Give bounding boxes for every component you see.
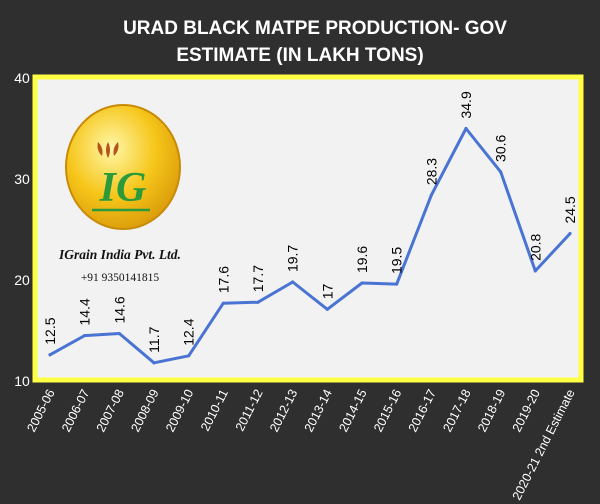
data-label: 11.7 [146, 326, 162, 352]
data-point [187, 354, 191, 358]
x-tick-label: 2013-14 [302, 387, 335, 434]
data-label: 20.8 [527, 233, 543, 260]
data-point [152, 361, 156, 365]
x-tick-label: 2010-11 [198, 387, 231, 433]
y-tick-label: 30 [14, 171, 30, 187]
chart-title-line-1: URAD BLACK MATPE PRODUCTION- GOV [123, 18, 507, 39]
data-point [83, 333, 87, 338]
data-point [429, 193, 433, 197]
data-label: 12.4 [181, 318, 197, 345]
data-point [395, 282, 399, 286]
x-tick-label: 2020-21 2nd Estimate [510, 387, 578, 502]
data-point [48, 353, 52, 357]
x-tick-label: 2014-15 [336, 387, 369, 434]
data-label: 17 [319, 284, 335, 300]
x-axis: 2005-06 2006-07 2007-08 2008-09 2009-10 2010-… [24, 387, 577, 502]
data-label: 30.6 [493, 134, 509, 161]
data-point [360, 281, 364, 285]
x-tick-label: 2007-08 [94, 387, 127, 434]
chart-title-line-2: ESTIMATE (IN LAKH TONS) [176, 45, 423, 66]
watermark-company: IGrain India Pvt. Ltd. [58, 247, 181, 262]
y-tick-label: 20 [14, 272, 30, 288]
data-point [533, 269, 537, 273]
data-label: 19.5 [389, 247, 405, 274]
data-point [256, 300, 260, 304]
data-label: 24.5 [562, 196, 578, 223]
data-label: 14.6 [111, 296, 127, 323]
x-tick-label: 2005-06 [24, 387, 57, 434]
x-tick-label: 2006-07 [59, 387, 92, 434]
x-tick-label: 2011-12 [233, 387, 266, 433]
data-label: 17.6 [215, 266, 231, 293]
data-label: 12.5 [42, 317, 58, 344]
watermark-phone: +91 9350141815 [81, 272, 160, 284]
data-label: 14.4 [77, 298, 93, 325]
data-point [291, 280, 295, 284]
x-tick-label: 2012-13 [267, 387, 300, 434]
grain-icon [97, 142, 119, 158]
series-line [48, 126, 572, 365]
series-polyline [48, 127, 572, 365]
y-tick-label: 40 [14, 70, 30, 86]
logo-circle-icon [65, 104, 181, 230]
data-point [568, 231, 572, 236]
y-axis: 10 20 30 40 [14, 70, 30, 389]
data-label: 19.6 [354, 246, 370, 273]
x-tick-label: 2016-17 [406, 387, 439, 434]
x-tick-label: 2009-10 [163, 387, 196, 434]
x-tick-label: 2017-18 [440, 387, 473, 434]
data-label: 17.7 [250, 265, 266, 292]
data-point [464, 126, 468, 131]
data-point [221, 301, 225, 305]
x-tick-label: 2015-16 [371, 387, 404, 434]
y-tick-label: 10 [14, 373, 30, 389]
company-logo: IG [65, 104, 181, 230]
data-point [117, 331, 121, 336]
data-label: 28.3 [423, 158, 439, 185]
x-tick-label: 2018-19 [475, 387, 508, 434]
x-tick-label: 2008-09 [128, 387, 161, 434]
logo-letters: IG [99, 165, 147, 211]
data-label: 19.7 [285, 245, 301, 272]
x-tick-label: 2019-20 [510, 387, 543, 434]
data-point [325, 307, 329, 311]
data-labels: 12.5 14.4 14.6 11.7 12.4 17.6 17.7 19.7 17 19.6 19… [42, 91, 578, 353]
data-point [499, 170, 503, 174]
data-label: 34.9 [458, 91, 474, 118]
